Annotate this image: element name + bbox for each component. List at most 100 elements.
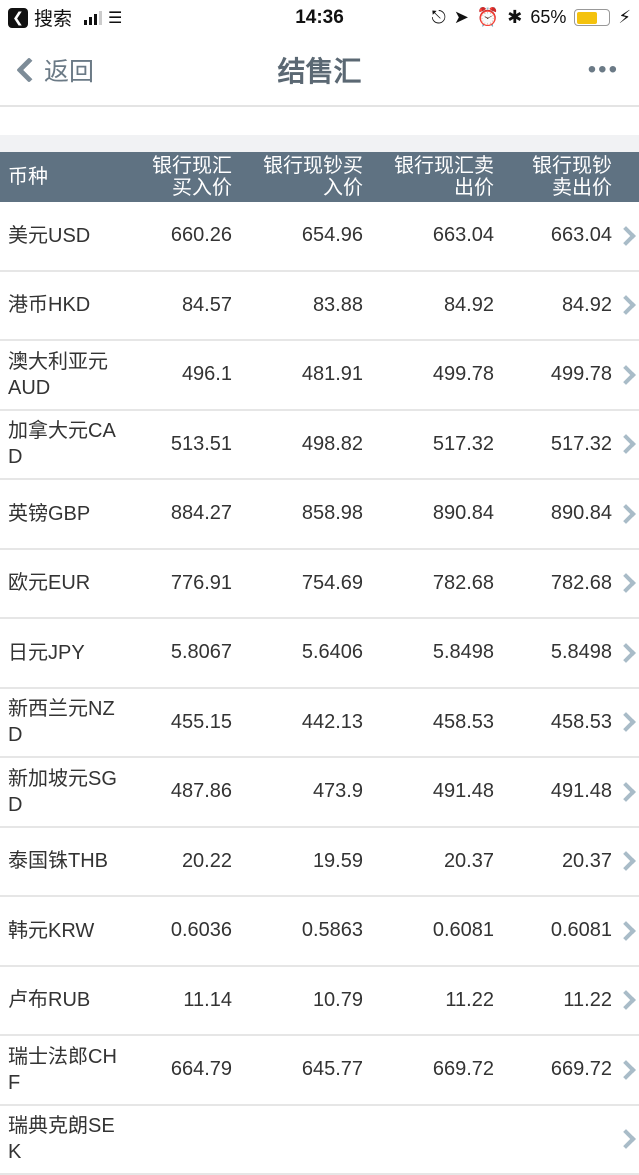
chevron-right-icon[interactable] [616, 712, 636, 732]
rate-value: 663.04 [371, 224, 502, 247]
battery-icon [574, 9, 610, 26]
chevron-right-icon[interactable] [616, 851, 636, 871]
rate-value: 11.14 [118, 989, 240, 1012]
header-currency: 币种 [0, 166, 118, 188]
rate-value: 491.48 [371, 780, 502, 803]
signal-icon [84, 11, 102, 25]
more-button[interactable]: ••• [588, 56, 619, 84]
rate-value: 654.96 [240, 224, 371, 247]
table-row[interactable]: 瑞典克朗SEK [0, 1106, 639, 1175]
currency-name: 美元USD [0, 223, 118, 249]
currency-name: 卢布RUB [0, 987, 118, 1013]
back-app-icon[interactable]: ❮ [8, 8, 28, 28]
rate-value: 84.92 [371, 294, 502, 317]
page-title: 结售汇 [0, 50, 639, 90]
chevron-right-icon[interactable] [616, 226, 636, 246]
currency-name: 新加坡元SGD [0, 766, 118, 818]
rate-value: 442.13 [240, 711, 371, 734]
rate-value: 754.69 [240, 572, 371, 595]
chevron-right-icon[interactable] [616, 921, 636, 941]
alarm-icon: ⏰ [477, 7, 499, 28]
rate-value: 499.78 [371, 363, 502, 386]
rate-value: 669.72 [502, 1058, 612, 1081]
chevron-right-icon[interactable] [616, 643, 636, 663]
currency-name: 加拿大元CAD [0, 418, 118, 470]
rate-value: 858.98 [240, 502, 371, 525]
rate-value: 517.32 [502, 433, 612, 456]
rate-value: 19.59 [240, 850, 371, 873]
rate-value: 11.22 [371, 989, 502, 1012]
rate-value: 84.57 [118, 294, 240, 317]
battery-percent: 65% [530, 7, 566, 28]
rate-value: 498.82 [240, 433, 371, 456]
rate-value: 458.53 [371, 711, 502, 734]
rate-value: 5.8498 [371, 641, 502, 664]
rate-value: 5.8067 [118, 641, 240, 664]
rate-value: 660.26 [118, 224, 240, 247]
rate-value: 890.84 [371, 502, 502, 525]
currency-name: 瑞典克朗SEK [0, 1113, 118, 1165]
chevron-right-icon[interactable] [616, 1060, 636, 1080]
back-app-label[interactable]: 搜索 [34, 4, 72, 31]
rate-value: 664.79 [118, 1058, 240, 1081]
rate-value: 890.84 [502, 502, 612, 525]
location-icon: ➤ [454, 7, 469, 28]
rate-value: 491.48 [502, 780, 612, 803]
rate-value: 481.91 [240, 363, 371, 386]
rate-value: 499.78 [502, 363, 612, 386]
rate-value: 782.68 [502, 572, 612, 595]
wifi-icon: ☰ [108, 8, 122, 28]
rate-value: 517.32 [371, 433, 502, 456]
rate-value: 645.77 [240, 1058, 371, 1081]
rate-value: 5.6406 [240, 641, 371, 664]
chevron-right-icon[interactable] [616, 990, 636, 1010]
chevron-right-icon[interactable] [616, 295, 636, 315]
currency-name: 新西兰元NZD [0, 696, 118, 748]
currency-name: 澳大利亚元AUD [0, 349, 118, 401]
chevron-right-icon[interactable] [616, 573, 636, 593]
currency-name: 港币HKD [0, 292, 118, 318]
chevron-right-icon[interactable] [616, 365, 636, 385]
header-cash-sell: 银行现钞卖出价 [502, 155, 612, 199]
rate-value: 20.22 [118, 850, 240, 873]
rate-value: 458.53 [502, 711, 612, 734]
back-button[interactable]: 返回 [0, 52, 94, 88]
currency-name: 瑞士法郎CHF [0, 1044, 118, 1096]
rate-value: 0.6081 [371, 919, 502, 942]
charging-icon: ⚡ [618, 7, 631, 28]
rate-value: 20.37 [502, 850, 612, 873]
currency-name: 韩元KRW [0, 918, 118, 944]
spacer [0, 135, 639, 152]
rate-value: 0.5863 [240, 919, 371, 942]
rate-value: 776.91 [118, 572, 240, 595]
chevron-right-icon[interactable] [616, 1129, 636, 1149]
rate-value: 669.72 [371, 1058, 502, 1081]
rate-value: 83.88 [240, 294, 371, 317]
rate-value: 513.51 [118, 433, 240, 456]
chevron-right-icon[interactable] [616, 782, 636, 802]
chevron-right-icon[interactable] [616, 504, 636, 524]
chevron-right-icon[interactable] [616, 434, 636, 454]
rate-value: 11.22 [502, 989, 612, 1012]
rate-value: 496.1 [118, 363, 240, 386]
rate-value: 0.6036 [118, 919, 240, 942]
rate-value: 782.68 [371, 572, 502, 595]
rate-value: 473.9 [240, 780, 371, 803]
rate-value: 20.37 [371, 850, 502, 873]
rate-value: 455.15 [118, 711, 240, 734]
table-header: 币种 银行现汇买入价 银行现钞买入价 银行现汇卖出价 银行现钞卖出价 [0, 152, 639, 202]
